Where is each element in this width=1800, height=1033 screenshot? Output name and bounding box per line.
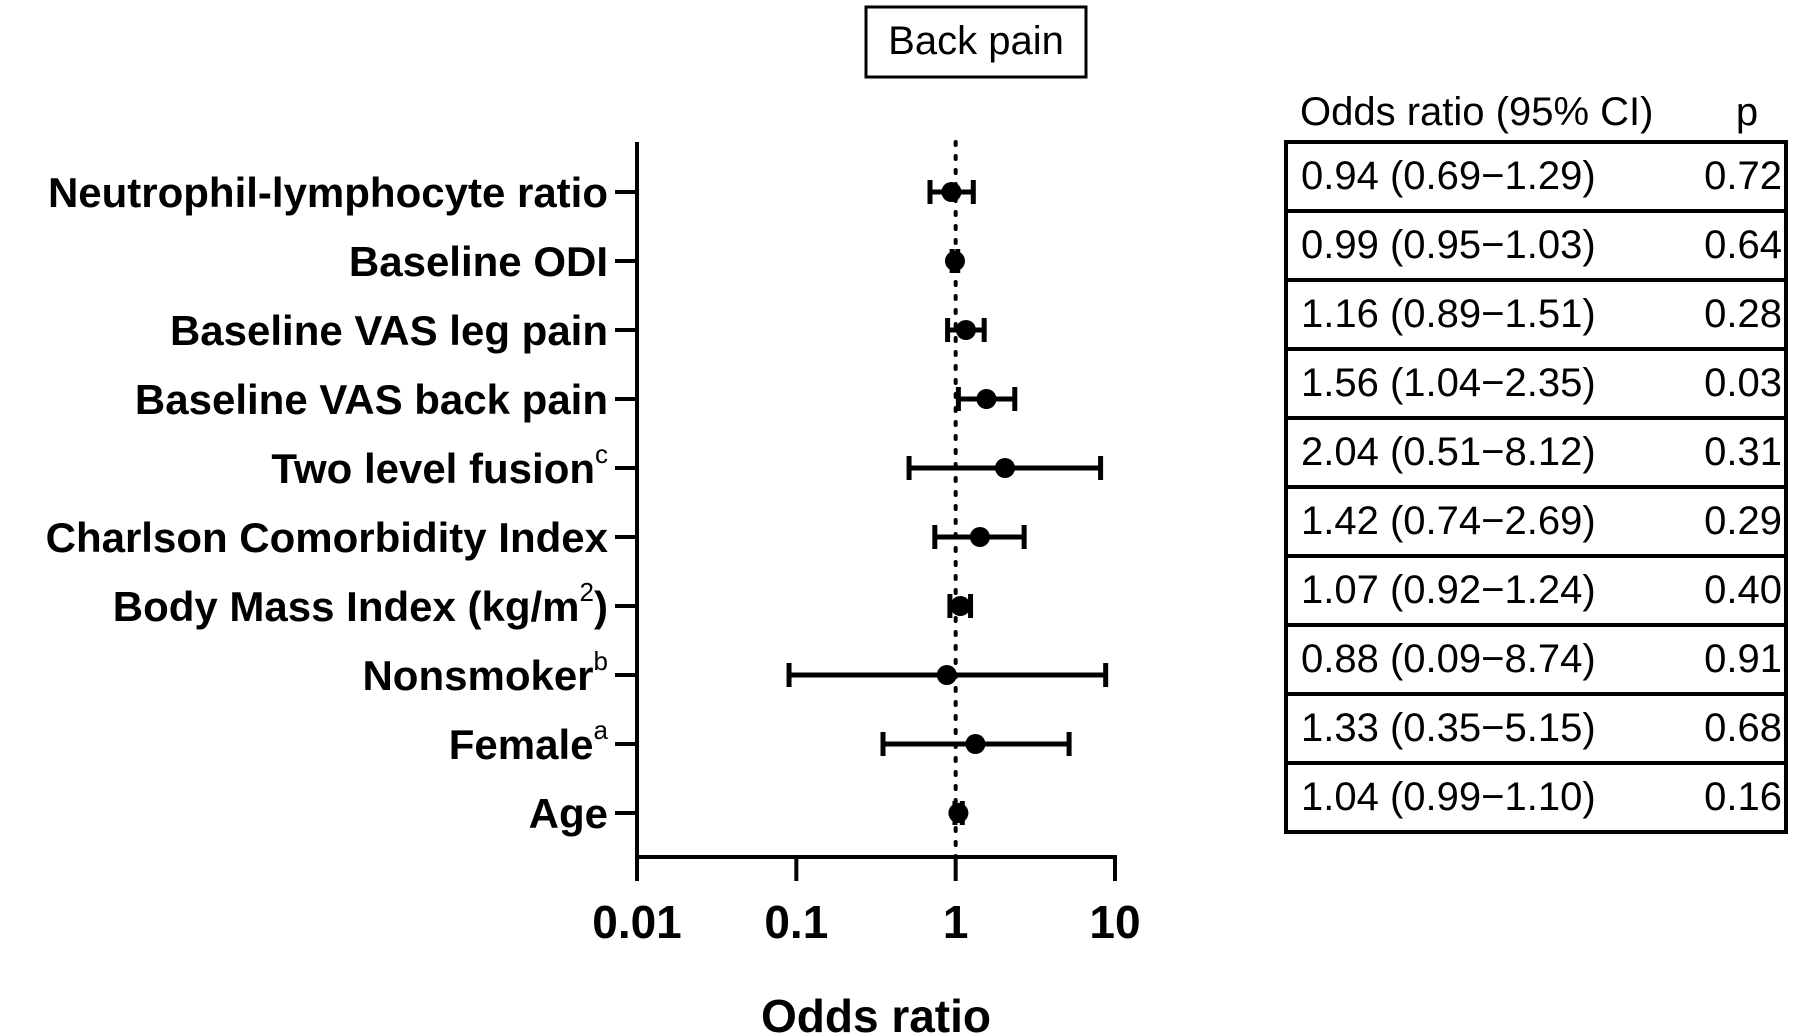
row-label: Neutrophil-lymphocyte ratio	[48, 169, 608, 216]
table-p-value: 0.03	[1704, 361, 1782, 405]
row-label-text: Baseline VAS back pain	[135, 376, 608, 423]
row-label-text: Neutrophil-lymphocyte ratio	[48, 169, 608, 216]
row-label: Baseline ODI	[349, 238, 608, 285]
x-axis-title: Odds ratio	[761, 990, 991, 1033]
x-tick-label: 10	[1089, 896, 1140, 948]
odds-ratio-point	[944, 251, 965, 271]
table-p-value: 0.72	[1704, 154, 1782, 198]
row-label-superscript: b	[594, 646, 608, 676]
table-estimate: 1.42 (0.74−2.69)	[1301, 499, 1596, 543]
row-label: Two level fusionc	[271, 439, 608, 492]
odds-ratio-point	[941, 182, 962, 202]
table-p-value: 0.40	[1704, 568, 1782, 612]
table-p-value: 0.31	[1704, 430, 1782, 474]
table-estimate: 1.04 (0.99−1.10)	[1301, 775, 1596, 819]
odds-ratio-point	[976, 389, 997, 409]
odds-ratio-point	[950, 596, 971, 616]
table-p-value: 0.91	[1704, 637, 1782, 681]
x-tick-label: 0.1	[764, 896, 828, 948]
row-label-suffix: )	[594, 583, 608, 630]
table-estimate: 0.94 (0.69−1.29)	[1301, 154, 1596, 198]
odds-ratio-point	[948, 803, 969, 823]
row-label-text: Body Mass Index (kg/m	[113, 583, 580, 630]
table-p-value: 0.68	[1704, 706, 1782, 750]
estimates-table: 0.94 (0.69−1.29) 0.72 0.99 (0.95−1.03) 0.64…	[1284, 140, 1788, 834]
table-estimate: 1.56 (1.04−2.35)	[1301, 361, 1596, 405]
x-tick-label: 1	[943, 896, 969, 948]
chart-title-box: Back pain	[864, 5, 1088, 79]
table-header-estimate: Odds ratio (95% CI)	[1300, 90, 1653, 134]
row-label: Baseline VAS leg pain	[170, 307, 608, 354]
row-label: Body Mass Index (kg/m2)	[113, 577, 608, 630]
chart-title: Back pain	[888, 19, 1064, 63]
table-estimate: 1.16 (0.89−1.51)	[1301, 292, 1596, 336]
table-estimate: 2.04 (0.51−8.12)	[1301, 430, 1596, 474]
odds-ratio-point	[969, 527, 990, 547]
row-label-text: Age	[529, 790, 608, 837]
row-label: Charlson Comorbidity Index	[46, 514, 609, 561]
table-p-value: 0.29	[1704, 499, 1782, 543]
row-label-superscript: c	[595, 439, 608, 469]
table-estimate: 1.07 (0.92−1.24)	[1301, 568, 1596, 612]
row-label: Baseline VAS back pain	[135, 376, 608, 423]
table-header-p: p	[1736, 90, 1758, 134]
table-p-value: 0.64	[1704, 223, 1782, 267]
row-label-text: Nonsmoker	[362, 652, 593, 699]
table-p-value: 0.16	[1704, 775, 1782, 819]
row-label-superscript: 2	[580, 577, 594, 607]
row-label: Femalea	[449, 715, 609, 768]
odds-ratio-point	[936, 665, 957, 685]
row-label-text: Female	[449, 721, 594, 768]
odds-ratio-point	[955, 320, 976, 340]
odds-ratio-point	[965, 734, 986, 754]
row-label-text: Charlson Comorbidity Index	[46, 514, 609, 561]
row-label-text: Baseline ODI	[349, 238, 608, 285]
x-ticks: 0.01 0.1 1 10	[592, 857, 1141, 948]
odds-ratio-point	[995, 458, 1016, 478]
row-label-text: Baseline VAS leg pain	[170, 307, 608, 354]
row-label-superscript: a	[594, 715, 609, 745]
x-tick-label: 0.01	[592, 896, 682, 948]
row-label: Nonsmokerb	[362, 646, 608, 699]
table-estimate: 0.88 (0.09−8.74)	[1301, 637, 1596, 681]
row-label-text: Two level fusion	[271, 445, 595, 492]
forest-rows: Neutrophil-lymphocyte ratio Baseline ODI B…	[46, 169, 1109, 837]
table-row-box	[1284, 761, 1788, 834]
table-estimate: 1.33 (0.35−5.15)	[1301, 706, 1596, 750]
table-estimate: 0.99 (0.95−1.03)	[1301, 223, 1596, 267]
table-p-value: 0.28	[1704, 292, 1782, 336]
row-label: Age	[529, 790, 608, 837]
